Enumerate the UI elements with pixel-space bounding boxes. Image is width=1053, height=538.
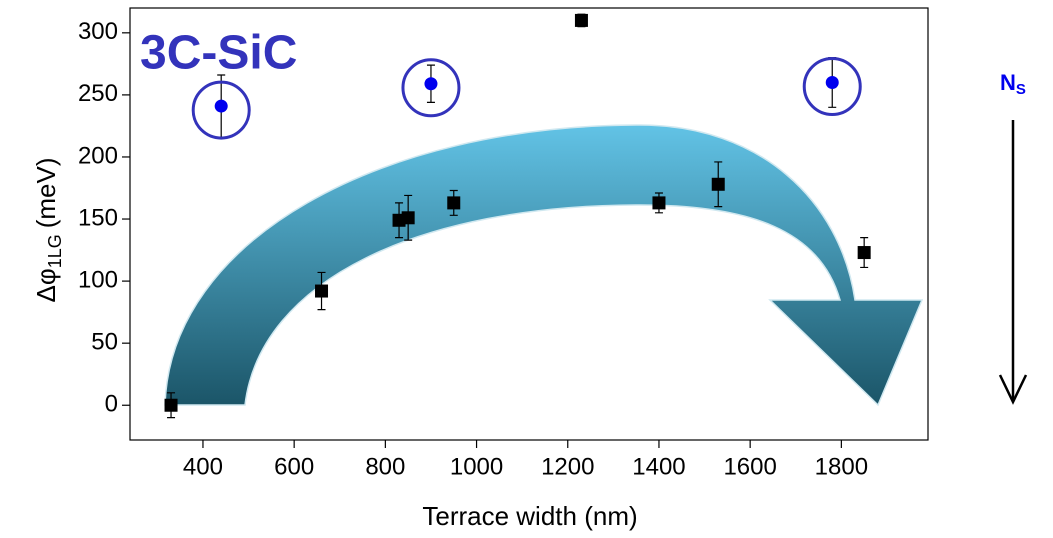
annotation: 3C-SiC	[140, 27, 297, 80]
page: {"chart_data": {"type": "scatter", "x_la…	[0, 0, 1053, 538]
point	[424, 77, 437, 90]
x-tick-label: 600	[274, 453, 314, 480]
arrow-label: NS	[1000, 70, 1026, 98]
chart: 400 600 800 1000 1200 1400 1600 1800 0 50 100 150 20…	[0, 0, 1053, 538]
y-axis-label: Δφ1LG (meV)	[31, 157, 65, 302]
y-tick-label: 50	[91, 329, 118, 356]
y-tick-label: 150	[78, 204, 118, 231]
point	[858, 246, 871, 259]
y-label-unit: (meV)	[31, 157, 61, 228]
y-tick-label: 250	[78, 80, 118, 107]
point	[826, 76, 839, 89]
point	[402, 211, 415, 224]
point	[315, 285, 328, 298]
x-tick-label: 1600	[723, 453, 776, 480]
point	[215, 100, 228, 113]
x-tick-label: 1000	[450, 453, 503, 480]
x-tick-label: 1400	[632, 453, 685, 480]
point	[712, 178, 725, 191]
x-tick-label: 1800	[815, 453, 868, 480]
x-tick-label: 1200	[541, 453, 594, 480]
arrow-label-main: N	[1000, 70, 1016, 95]
point	[652, 196, 665, 209]
point	[575, 14, 588, 27]
y-tick-label: 300	[78, 18, 118, 45]
y-tick-label: 0	[105, 391, 118, 418]
y-label-sub: 1LG	[45, 234, 65, 268]
trend-arrow	[165, 125, 922, 405]
x-tick-label: 400	[183, 453, 223, 480]
x-axis-label: Terrace width (nm)	[422, 501, 637, 531]
y-tick-label: 200	[78, 142, 118, 169]
point	[447, 196, 460, 209]
x-tick-label: 800	[365, 453, 405, 480]
arrow-label-sub: S	[1016, 81, 1026, 98]
y-label-main: Δφ	[31, 268, 61, 302]
y-tick-label: 100	[78, 266, 118, 293]
point	[165, 399, 178, 412]
